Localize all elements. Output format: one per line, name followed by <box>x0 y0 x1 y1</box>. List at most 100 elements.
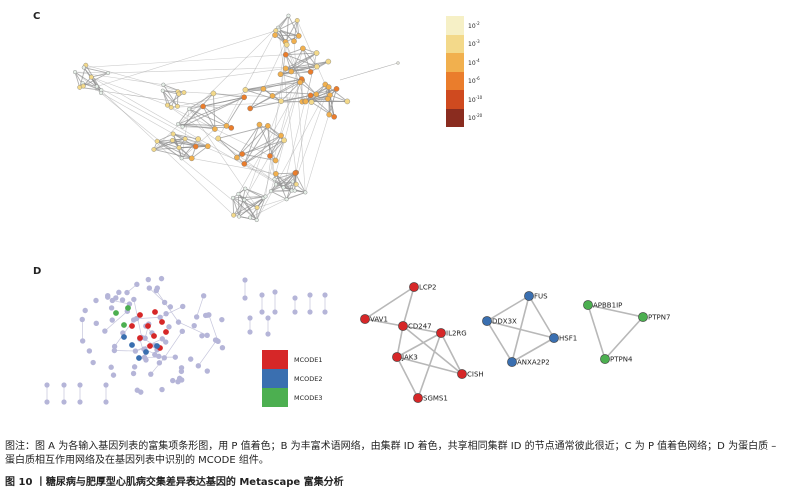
network-node <box>204 143 211 150</box>
network-edge <box>74 71 98 87</box>
ppi-node <box>187 356 194 362</box>
network-node <box>281 137 287 144</box>
mcode-cluster-3: APBB1IP PTPN7 PTPN4 <box>583 300 670 364</box>
network-node <box>247 105 253 112</box>
network-node <box>291 38 297 45</box>
ppi-node <box>103 399 109 405</box>
network-node <box>212 126 218 132</box>
network-edge <box>162 90 179 95</box>
legend-swatch <box>262 369 288 388</box>
network-edge <box>243 124 260 165</box>
ppi-node <box>134 281 140 288</box>
network-node <box>228 125 235 131</box>
network-edge <box>299 81 317 95</box>
gene-label: APBB1IP <box>593 302 622 310</box>
panel-d-label: D <box>33 266 42 277</box>
network-node <box>325 96 331 102</box>
ppi-node <box>124 289 130 296</box>
network-edge <box>182 126 232 129</box>
network-node <box>151 147 157 152</box>
network-node <box>295 33 302 39</box>
network-edge <box>293 20 298 42</box>
network-edge <box>196 295 205 318</box>
ppi-node <box>583 300 593 310</box>
ppi-node <box>130 370 137 377</box>
network-node <box>260 86 267 92</box>
network-node <box>283 41 290 48</box>
ppi-node <box>191 322 197 329</box>
ppi-node <box>247 315 253 321</box>
figure-caption-title: 图 10 丨糖尿病与肥厚型心肌病交集差异表达基因的 Metascape 富集分析 <box>5 477 344 488</box>
gene-label: HSF1 <box>559 335 577 343</box>
network-node <box>231 212 237 218</box>
network-edge <box>153 138 186 150</box>
ppi-node <box>119 297 126 303</box>
legend-label: 10-10 <box>468 94 483 104</box>
ppi-node <box>129 323 135 329</box>
network-node <box>307 69 314 75</box>
network-edge <box>285 47 304 56</box>
network-node <box>187 106 192 111</box>
network-node <box>80 83 86 89</box>
ppi-node <box>79 338 86 344</box>
ppi-node <box>322 292 328 298</box>
network-node <box>278 98 284 104</box>
ppi-node <box>167 304 174 310</box>
ppi-node <box>413 393 423 403</box>
ppi-node <box>322 309 328 315</box>
network-edge <box>226 97 245 127</box>
legend-label: MCODE1 <box>294 355 323 364</box>
ppi-edge <box>486 295 530 322</box>
ppi-node <box>170 377 176 384</box>
network-node <box>292 188 297 193</box>
network-edge <box>270 190 287 200</box>
network-node <box>168 104 174 110</box>
network-edge <box>163 84 185 93</box>
legend-label: MCODE2 <box>294 374 323 383</box>
ppi-node <box>292 295 298 301</box>
network-c-nodes <box>73 13 400 223</box>
network-edge <box>270 172 296 192</box>
network-edge <box>156 290 179 323</box>
ppi-node <box>600 354 610 364</box>
network-node <box>293 181 299 187</box>
ppi-node <box>392 352 402 362</box>
ppi-node <box>259 309 265 315</box>
ppi-edge <box>396 325 404 358</box>
network-node <box>170 131 176 137</box>
network-edge <box>244 135 282 165</box>
ppi-node <box>549 333 559 343</box>
ppi-node <box>163 329 169 335</box>
network-node <box>81 65 86 70</box>
ppi-edge <box>364 286 415 320</box>
ppi-edge <box>402 325 442 334</box>
network-edge <box>91 76 168 106</box>
network-edge <box>182 96 245 128</box>
network-edge <box>256 86 329 221</box>
network-node <box>277 71 284 78</box>
network-node <box>263 194 268 199</box>
network-node <box>288 68 295 75</box>
network-edge <box>162 90 178 107</box>
ppi-node <box>113 310 119 316</box>
ppi-node <box>108 305 115 311</box>
network-edge <box>83 67 109 74</box>
network-node <box>273 28 279 34</box>
mcode-cluster-1: LCP2 VAV1 CD247 IL2RG JAK3 CISH SGMS1 <box>360 282 484 403</box>
network-node <box>292 170 299 176</box>
network-node <box>188 155 195 162</box>
network-node <box>268 189 273 194</box>
ppi-edge <box>396 332 442 358</box>
ppi-edge <box>364 318 404 327</box>
network-edge <box>291 52 317 72</box>
network-node <box>267 153 273 159</box>
network-edge <box>75 71 109 74</box>
ppi-node <box>292 309 298 315</box>
network-edge <box>249 95 273 109</box>
ppi-edge <box>604 316 644 360</box>
network-edge <box>328 86 348 102</box>
gene-label: PTPN4 <box>610 356 633 364</box>
ppi-node <box>307 292 313 298</box>
network-edge <box>189 96 245 110</box>
pvalue-legend: 10-2 10-3 10-4 10-6 10-10 10-20 <box>446 16 482 127</box>
